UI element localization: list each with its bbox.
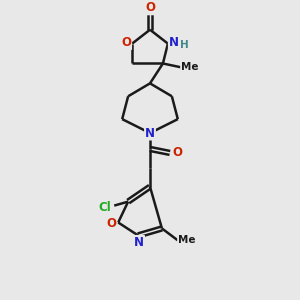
Text: N: N [169, 36, 179, 49]
Text: O: O [173, 146, 183, 159]
Text: H: H [180, 40, 189, 50]
Text: N: N [145, 127, 155, 140]
Text: O: O [121, 36, 131, 49]
Text: N: N [134, 236, 144, 249]
Text: O: O [106, 217, 116, 230]
Text: Cl: Cl [98, 201, 111, 214]
Text: Me: Me [178, 236, 196, 245]
Text: O: O [145, 1, 155, 14]
Text: Me: Me [181, 62, 199, 73]
